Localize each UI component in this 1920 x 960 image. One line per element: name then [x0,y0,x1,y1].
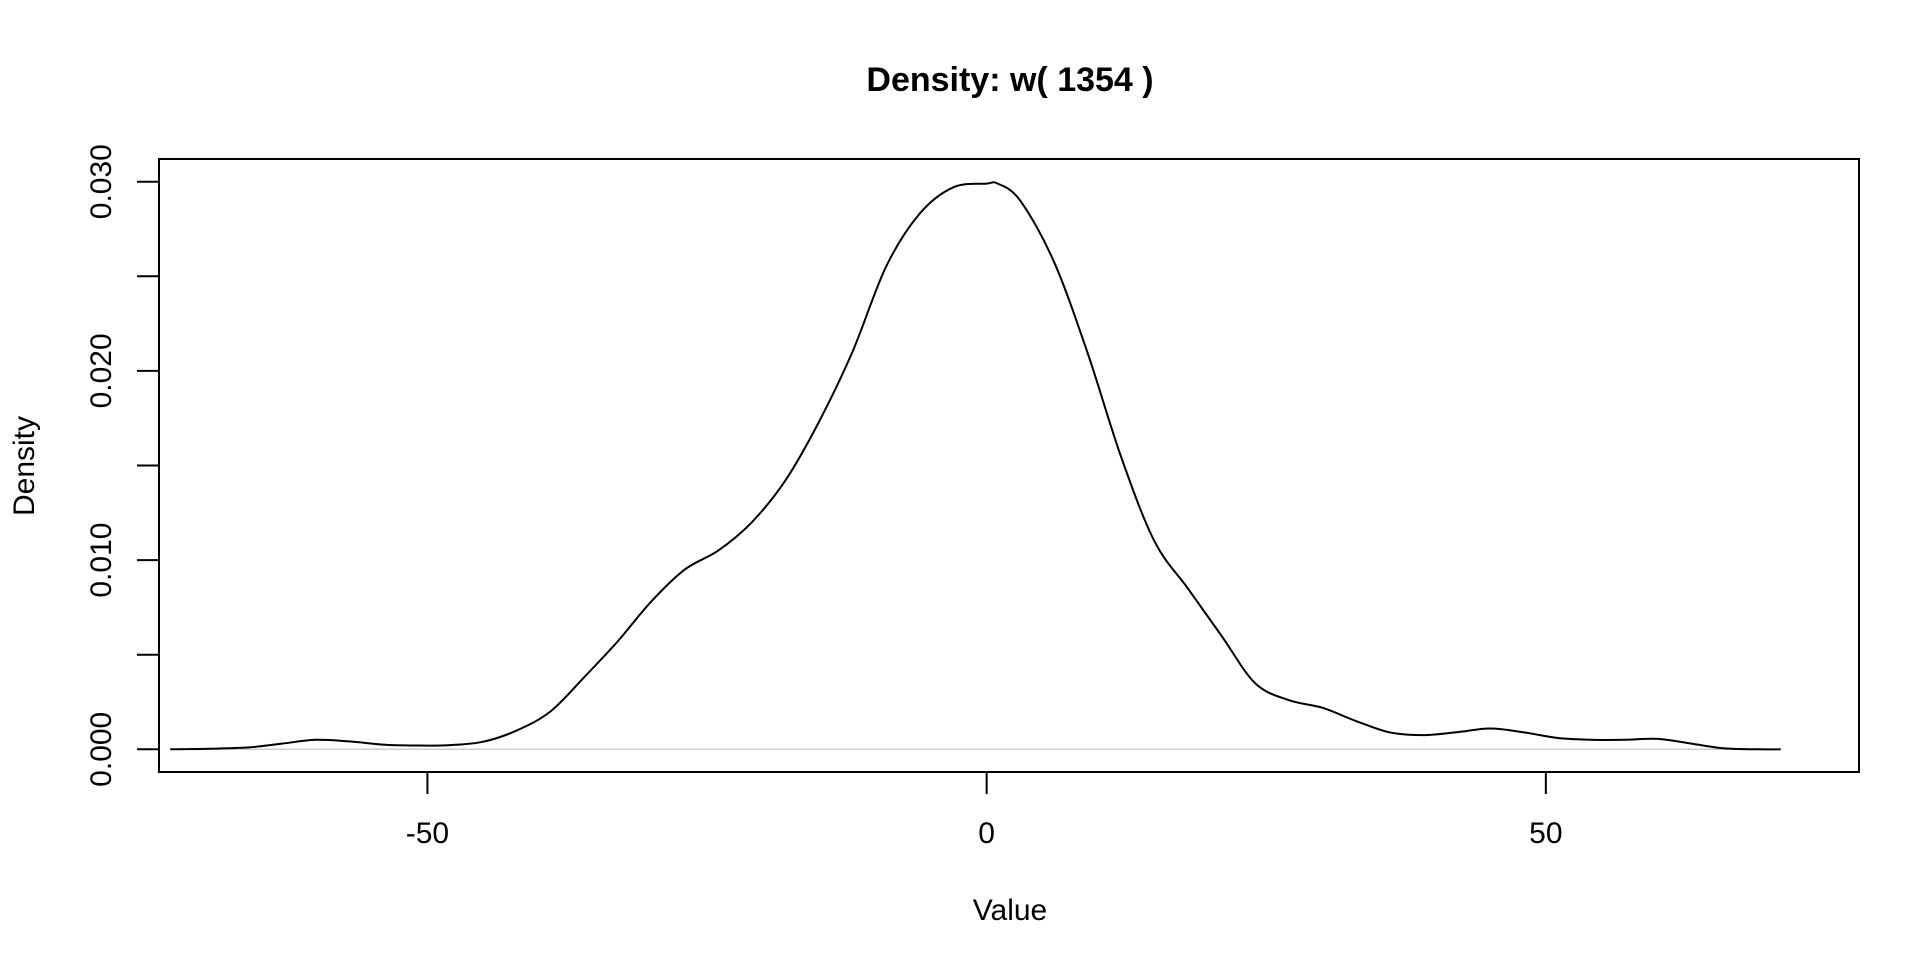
y-tick-label: 0.000 [85,712,118,787]
y-tick-label: 0.020 [85,333,118,408]
x-axis: -50 0 50 [406,772,1563,850]
density-series-line [170,181,1781,751]
y-axis-label: Density [8,416,41,516]
x-tick-label: 0 [978,817,995,850]
y-tick-label: 0.010 [85,523,118,598]
y-tick-label: 0.030 [85,144,118,219]
x-tick-label: -50 [406,817,449,850]
x-tick-label: 50 [1529,817,1562,850]
x-axis-label: Value [973,894,1048,927]
chart-title: Density: w( 1354 ) [866,61,1153,99]
plot-frame [158,158,1860,773]
y-axis: 0.000 0.010 0.020 0.030 [85,144,159,787]
